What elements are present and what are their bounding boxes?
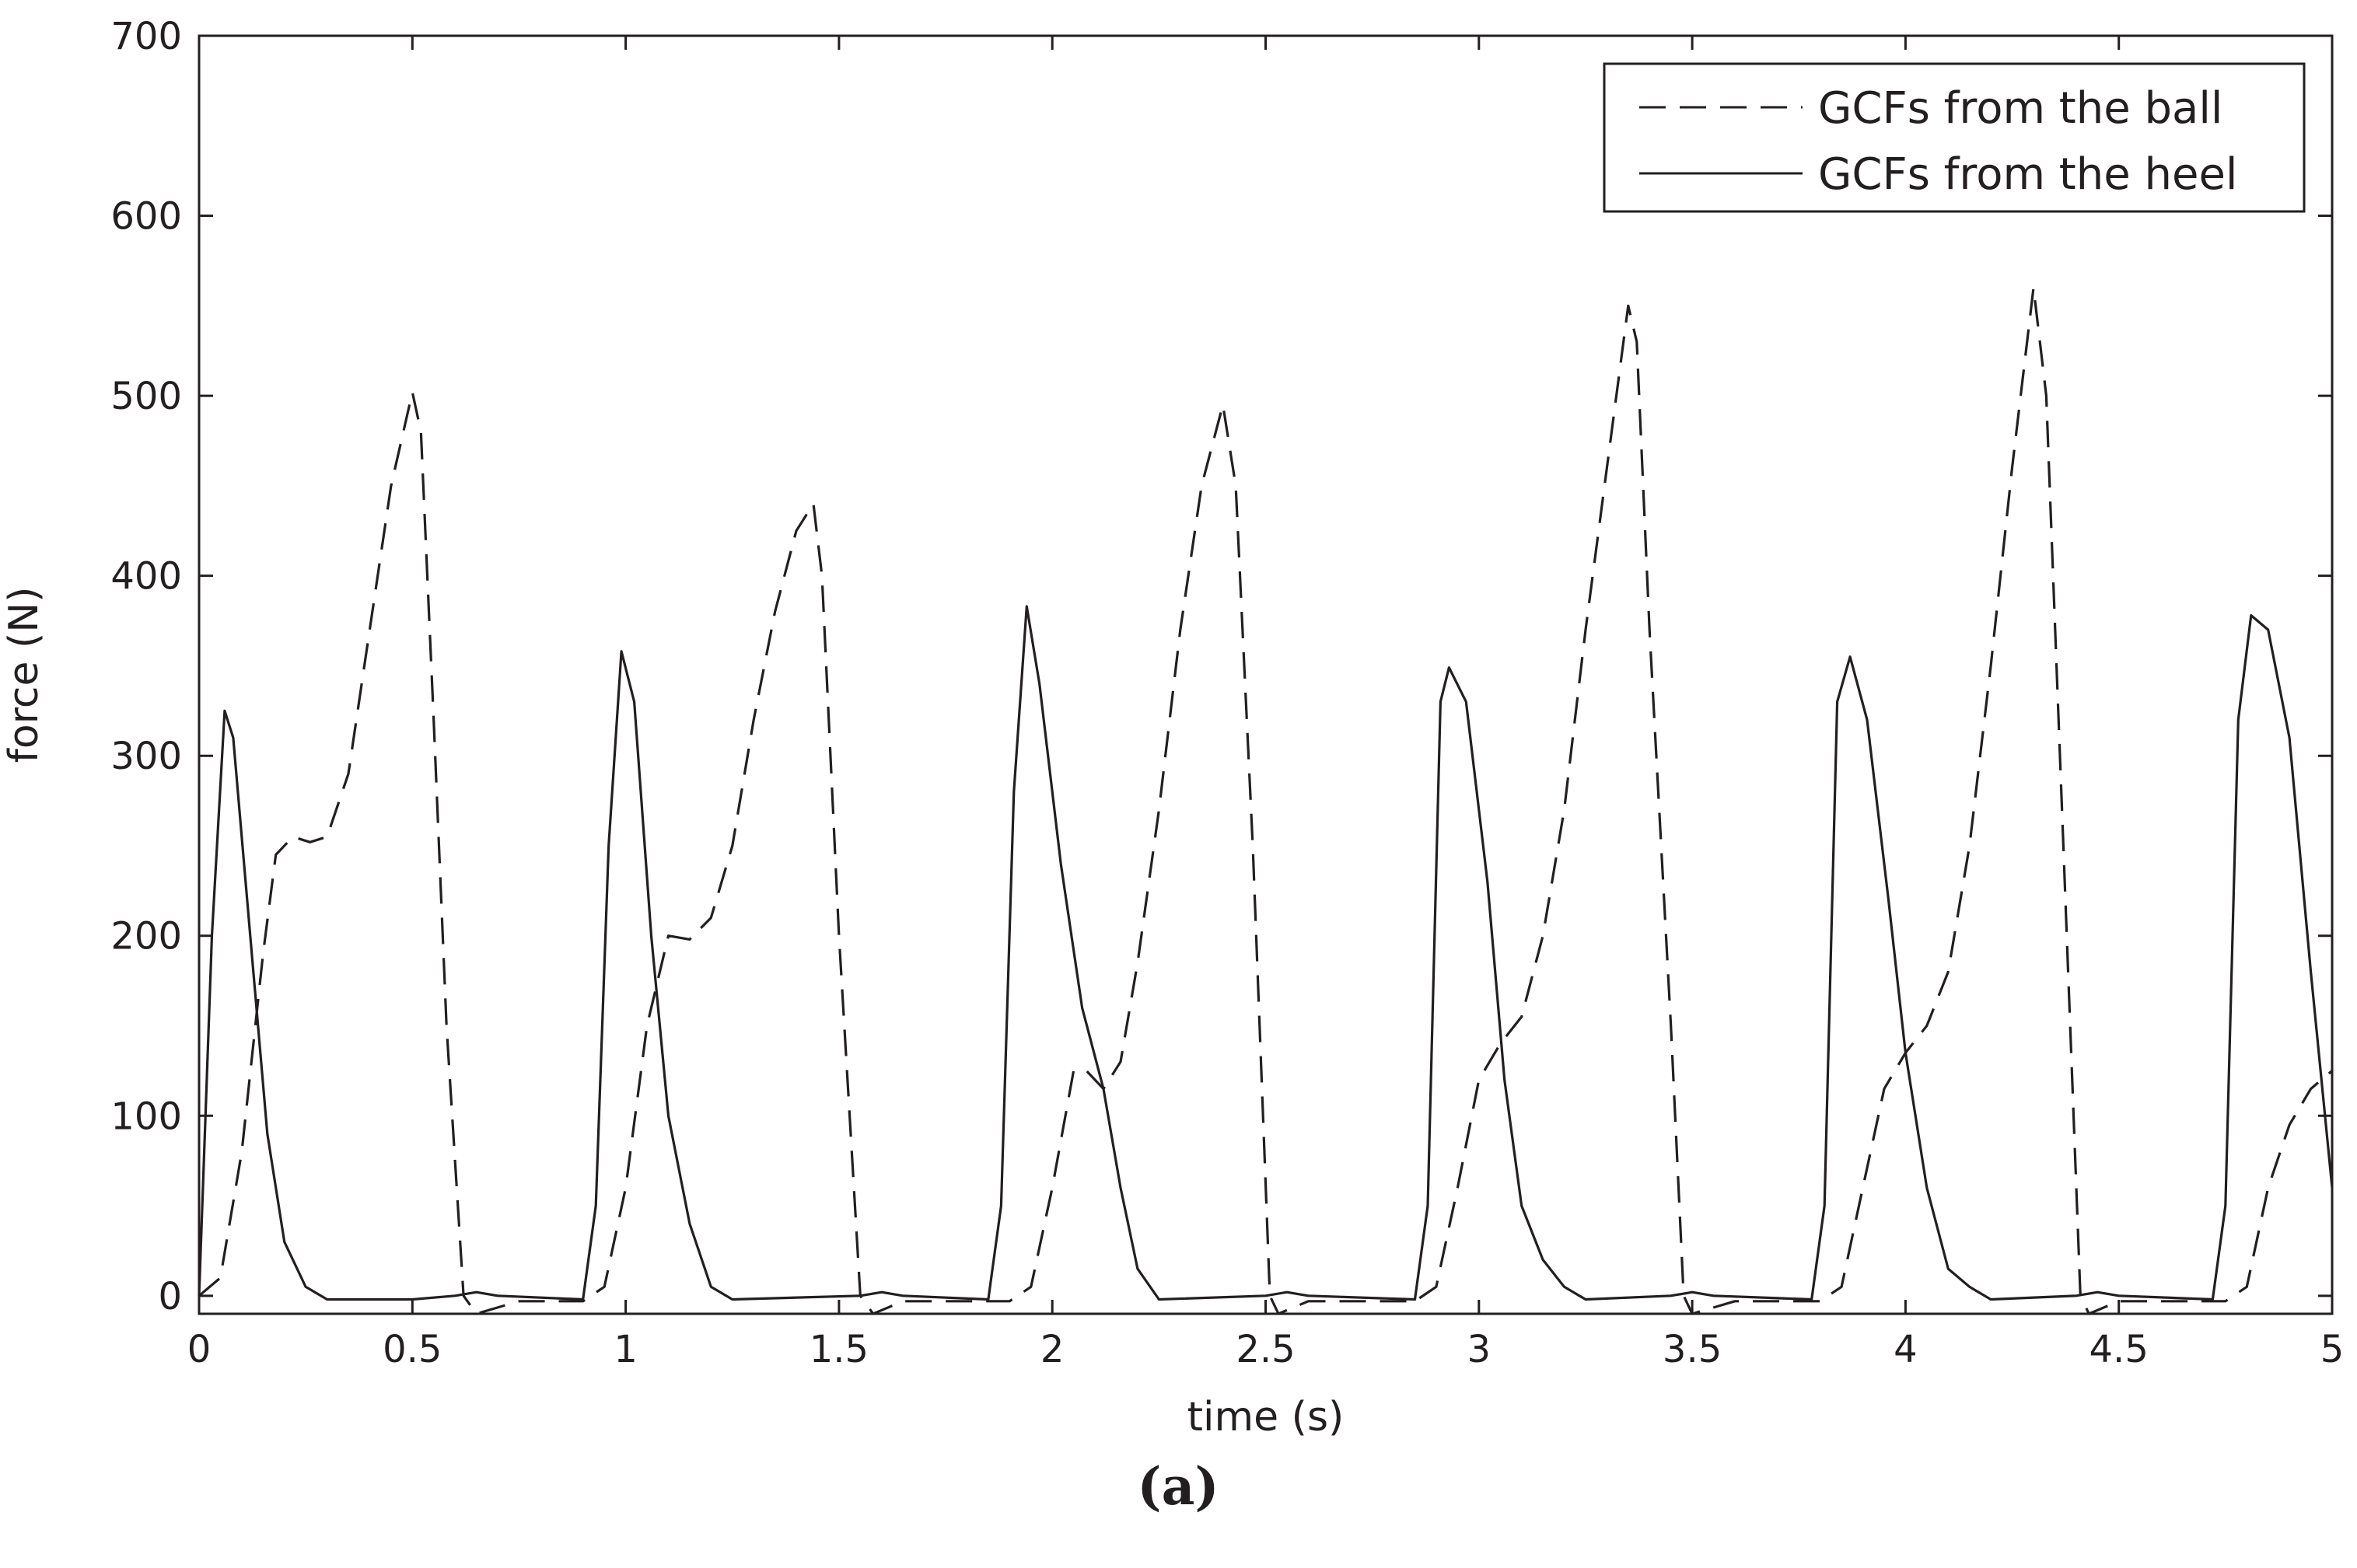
legend-label-ball: GCFs from the ball [1818, 83, 2223, 134]
series-line-ball [198, 286, 2334, 1315]
x-axis-title: time (s) [1187, 1394, 1345, 1441]
x-tick-label: 0.5 [383, 1328, 442, 1371]
x-tick-label: 4 [1894, 1328, 1918, 1371]
x-tick-label: 1 [614, 1328, 638, 1371]
x-tick-label: 5 [2320, 1328, 2345, 1371]
figure-caption: (a) [1137, 1456, 1219, 1517]
series-line-heel [198, 605, 2334, 1301]
legend: GCFs from the ball GCFs from the heel [1603, 62, 2306, 213]
y-axis-ticks: 0 100 200 300 400 500 600 700 [110, 15, 2332, 1318]
x-axis-ticks: 0 0.5 1 1.5 2 2.5 3 3.5 4 4.5 5 [187, 36, 2345, 1371]
x-tick-label: 3.5 [1663, 1328, 1722, 1371]
plot-area-frame [198, 34, 2334, 1315]
y-tick-label: 700 [110, 15, 182, 58]
x-tick-label: 4.5 [2089, 1328, 2149, 1371]
legend-box [1603, 62, 2306, 213]
x-tick-label: 2 [1040, 1328, 1065, 1371]
x-tick-label: 3 [1467, 1328, 1491, 1371]
y-tick-label: 100 [110, 1095, 182, 1138]
y-tick-label: 600 [110, 195, 182, 239]
legend-label-heel: GCFs from the heel [1818, 149, 2237, 200]
y-tick-label: 400 [110, 555, 182, 599]
y-tick-label: 200 [110, 915, 182, 959]
y-tick-label: 0 [158, 1275, 182, 1318]
y-axis-title: force (N) [1, 587, 47, 763]
series-layer [198, 286, 2334, 1315]
y-tick-label: 300 [110, 735, 182, 778]
y-tick-label: 500 [110, 375, 182, 418]
x-tick-label: 0 [187, 1328, 212, 1371]
x-tick-label: 2.5 [1236, 1328, 1295, 1371]
x-tick-label: 1.5 [810, 1328, 869, 1371]
